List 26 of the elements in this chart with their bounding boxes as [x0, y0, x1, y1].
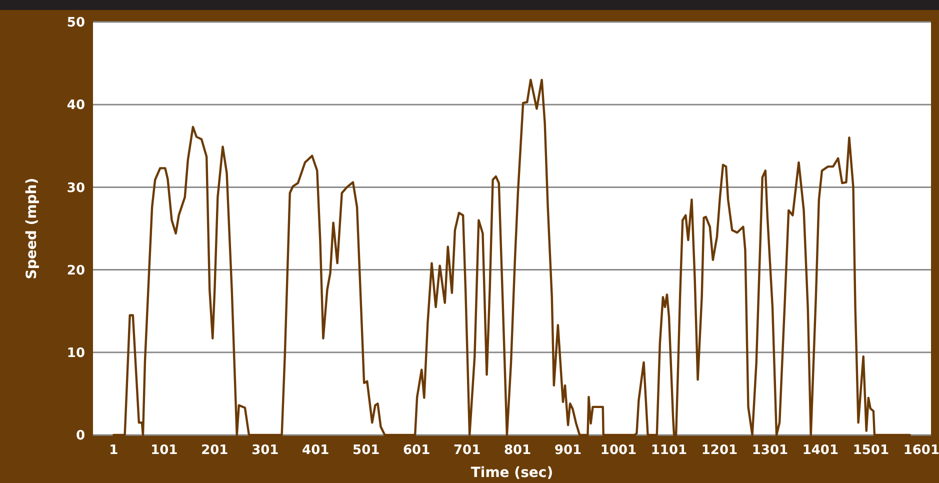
- x-tick-label: 1: [109, 443, 118, 458]
- x-tick-label: 1101: [650, 443, 688, 458]
- x-axis-title: Time (sec): [470, 465, 554, 481]
- y-tick-label: 30: [66, 180, 85, 196]
- y-tick-label: 10: [66, 346, 85, 361]
- x-tick-label: 801: [504, 443, 532, 458]
- x-tick-label: 301: [252, 443, 279, 458]
- x-tick-label: 201: [201, 443, 228, 458]
- y-axis-title: Speed (mph): [24, 178, 40, 280]
- line-series: [112, 78, 911, 436]
- x-tick-label: 1301: [752, 443, 788, 458]
- x-tick-label: 1201: [701, 443, 738, 458]
- x-tick-label: 601: [403, 443, 430, 458]
- y-tick-label: 40: [66, 98, 85, 114]
- y-tick-label: 0: [76, 428, 85, 444]
- x-tick-label: 1501: [852, 443, 890, 458]
- x-tick-label: 701: [454, 443, 481, 458]
- x-tick-label: 901: [554, 443, 582, 458]
- x-tick-label: 1401: [802, 443, 839, 458]
- x-tick-label: 501: [352, 443, 380, 458]
- x-tick-label: 401: [302, 443, 330, 458]
- x-tick-label: 101: [150, 443, 178, 458]
- y-tick-label: 20: [66, 263, 85, 278]
- x-tick-label: 1601: [903, 443, 939, 458]
- y-tick-label: 50: [66, 16, 85, 31]
- x-tick-label: 1001: [600, 443, 637, 458]
